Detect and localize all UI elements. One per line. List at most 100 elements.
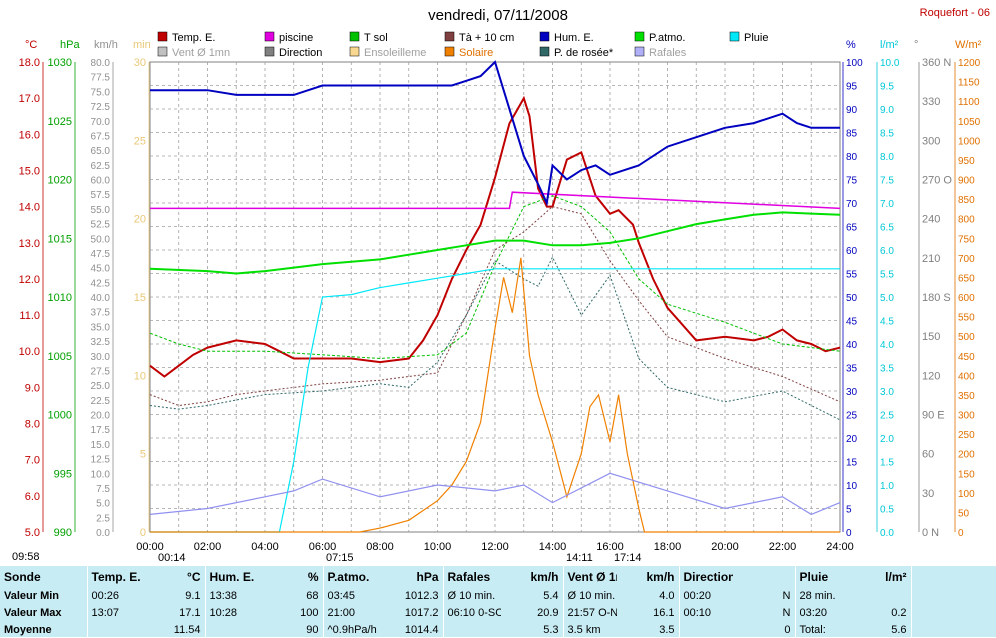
tick-label-humidity: 90 xyxy=(846,105,858,116)
tick-label-temp: 5.0 xyxy=(25,527,40,539)
tick-label-rain: 7.0 xyxy=(880,199,894,210)
axis-unit-solar: W/m² xyxy=(955,39,982,51)
sunset-label: 17:14 xyxy=(614,552,642,564)
tick-label-solar: 50 xyxy=(958,508,970,519)
tick-label-humidity: 55 xyxy=(846,270,858,281)
tick-label-wind: 70.0 xyxy=(91,117,111,128)
legend-swatch-hum-e xyxy=(539,31,550,42)
tick-label-wind: 12.5 xyxy=(91,455,111,466)
legend-swatch-direction xyxy=(264,46,275,57)
moonset-label: 14:11 xyxy=(566,552,593,564)
series-t-10-cm xyxy=(149,206,841,407)
tick-label-wind: 35.0 xyxy=(91,322,111,333)
tick-label-direction: 60 xyxy=(922,449,934,461)
legend-label-rafales: Rafales xyxy=(649,47,687,59)
tick-label-solar: 1100 xyxy=(958,97,980,108)
stats-cell-time: Ø 10 min. xyxy=(562,587,617,604)
tick-label-rain: 10.0 xyxy=(880,58,900,69)
legend-swatch-rafales xyxy=(634,46,645,57)
tick-label-rain: 4.0 xyxy=(880,340,894,351)
tick-label-temp: 6.0 xyxy=(25,491,40,503)
legend-label-hum-e: Hum. E. xyxy=(554,32,594,44)
stats-cell-time: 3.5 km xyxy=(562,621,617,638)
tick-label-humidity: 15 xyxy=(846,458,858,469)
tick-label-direction: 120 xyxy=(922,370,940,382)
stats-cell-time: 13:38 xyxy=(204,587,265,604)
legend-label-ensoleilleme: Ensoleilleme xyxy=(364,47,426,59)
tick-label-time: 24:00 xyxy=(826,541,854,553)
tick-label-solar: 0 xyxy=(958,528,964,539)
stats-header-rain: Pluie xyxy=(794,566,849,587)
stats-unit-rain: l/m² xyxy=(885,569,907,584)
stats-row-label: Valeur Max xyxy=(4,606,62,619)
chart-title: vendredi, 07/11/2008 xyxy=(428,7,568,24)
tick-label-wind: 57.5 xyxy=(91,190,111,201)
stats-cell-time xyxy=(86,621,147,638)
moon-extra-label: 00:14 xyxy=(158,552,186,564)
tick-label-sunshine: 30 xyxy=(134,57,146,69)
tick-label-rain: 5.0 xyxy=(880,293,894,304)
tick-label-wind: 55.0 xyxy=(91,205,111,216)
stats-cell-time: 21:00 xyxy=(322,604,385,621)
tick-label-temp: 9.0 xyxy=(25,382,40,394)
tick-label-humidity: 0 xyxy=(846,528,852,539)
stats-empty xyxy=(910,566,996,587)
stats-cell-value: 11.54 xyxy=(173,623,201,636)
tick-label-pressure: 1000 xyxy=(48,410,72,422)
tick-label-temp: 12.0 xyxy=(19,274,40,286)
stats-unit-gust: km/h xyxy=(530,569,559,584)
events-layer: 09:58 00:14 07:15 14:11 17:14 xyxy=(12,551,642,564)
tick-label-rain: 1.5 xyxy=(880,458,894,469)
stats-row-label: Valeur Min xyxy=(4,589,60,602)
tick-label-direction: 240 xyxy=(922,214,940,226)
tick-label-humidity: 45 xyxy=(846,317,858,328)
tick-label-temp: 18.0 xyxy=(19,57,40,69)
stats-header-temp: Temp. E. xyxy=(86,566,147,587)
stats-row: Valeur Min 00:26 9.1 13:38 68 03:45 1012.3 Ø 10… xyxy=(0,587,996,604)
stats-cell-time: 10:28 xyxy=(204,604,265,621)
tick-label-wind: 42.5 xyxy=(91,278,111,289)
tick-label-humidity: 70 xyxy=(846,199,858,210)
legend-swatch-p-atmo xyxy=(634,31,645,42)
tick-label-solar: 900 xyxy=(958,176,975,187)
stats-cell-value: 17.1 xyxy=(179,606,201,619)
stats-cell-time xyxy=(204,621,265,638)
legend-label-temp-e: Temp. E. xyxy=(172,32,215,44)
tick-label-solar: 250 xyxy=(958,430,975,441)
tick-label-wind: 45.0 xyxy=(91,264,111,275)
axis-unit-pressure: hPa xyxy=(60,39,80,51)
tick-label-wind: 40.0 xyxy=(91,293,111,304)
tick-label-sunshine: 25 xyxy=(134,135,146,147)
tick-label-wind: 60.0 xyxy=(91,176,111,187)
tick-label-temp: 14.0 xyxy=(19,202,40,214)
stats-cell-value: 1012.3 xyxy=(404,589,439,602)
stats-unit-dir xyxy=(733,566,795,587)
tick-label-rain: 0.5 xyxy=(880,505,894,516)
tick-label-time: 12:00 xyxy=(481,541,509,553)
legend-label-solaire: Solaire xyxy=(459,47,493,59)
tick-label-rain: 3.5 xyxy=(880,364,894,375)
tick-label-humidity: 5 xyxy=(846,505,852,516)
stats-header-gust: Rafales xyxy=(442,566,501,587)
stats-cell-value: 4.0 xyxy=(659,589,675,602)
legend-swatch-temp-e xyxy=(157,31,168,42)
tick-label-rain: 0.0 xyxy=(880,528,894,539)
legend-label-direction: Direction xyxy=(279,47,322,59)
axis-unit-temp: °C xyxy=(25,39,37,51)
legend-label-pluie: Pluie xyxy=(744,32,768,44)
tick-label-wind: 65.0 xyxy=(91,146,111,157)
tick-label-rain: 6.0 xyxy=(880,246,894,257)
tick-label-wind: 17.5 xyxy=(91,425,111,436)
tick-label-solar: 850 xyxy=(958,195,975,206)
tick-label-pressure: 1015 xyxy=(48,233,72,245)
legend-swatch-solaire xyxy=(444,46,455,57)
stats-cell-time: 03:45 xyxy=(322,587,385,604)
tick-label-rain: 6.5 xyxy=(880,223,894,234)
station-name: Roquefort - 06 xyxy=(920,7,990,19)
stats-table: Sonde Temp. E. °C Hum. E. % P.atmo. hPa … xyxy=(0,566,996,638)
tick-label-solar: 1050 xyxy=(958,117,981,128)
legend-swatch-pluie xyxy=(729,31,740,42)
tick-label-pressure: 1020 xyxy=(48,175,72,187)
tick-label-wind: 37.5 xyxy=(91,308,111,319)
tick-label-time: 16:00 xyxy=(596,541,624,553)
